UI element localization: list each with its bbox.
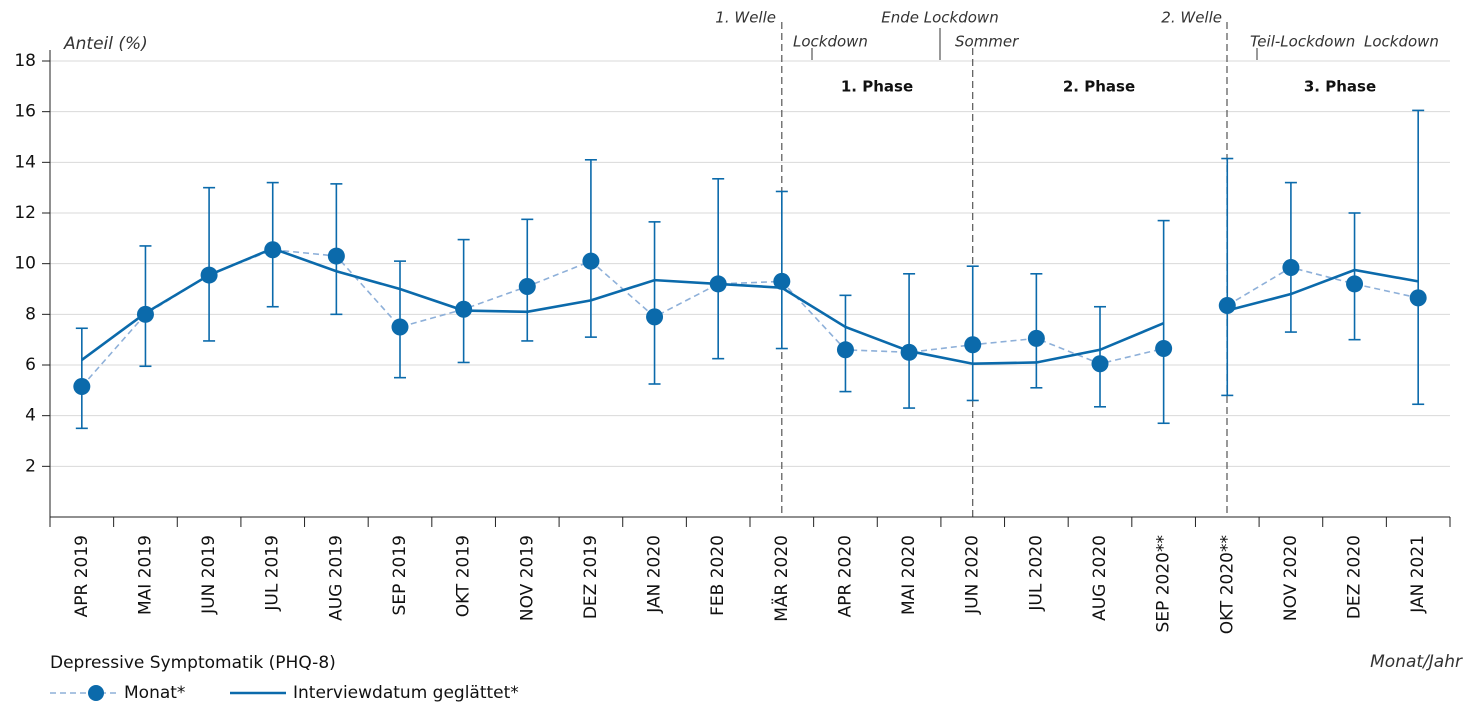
event-markers xyxy=(781,22,1258,517)
data-point xyxy=(1027,329,1045,347)
error-bar xyxy=(203,186,216,342)
phase-label: 1. Phase xyxy=(841,78,913,96)
error-bar xyxy=(1221,157,1234,397)
series-line xyxy=(81,247,1419,366)
series-line xyxy=(81,248,1419,388)
data-point xyxy=(455,300,473,318)
y-tick-label: 6 xyxy=(25,355,36,375)
data-point xyxy=(1091,355,1109,373)
data-point xyxy=(582,252,600,270)
data-point xyxy=(264,241,282,259)
error-bar xyxy=(648,221,661,385)
data-point xyxy=(518,277,536,295)
x-tick-label: DEZ 2019 xyxy=(581,535,601,619)
y-axis-label: Anteil (%) xyxy=(63,34,148,54)
error-bar xyxy=(966,265,979,402)
data-point xyxy=(900,343,918,361)
y-tick-label: 14 xyxy=(14,152,36,172)
data-point xyxy=(136,305,154,323)
annotation: Teil-Lockdown xyxy=(1250,33,1355,51)
annotation: Lockdown xyxy=(793,33,868,51)
y-tick-label: 10 xyxy=(14,254,36,274)
data-point xyxy=(964,336,982,354)
x-axis-label: Monat/Jahr xyxy=(1370,652,1463,672)
x-tick-label: SEP 2020** xyxy=(1154,535,1174,632)
x-tick-label: NOV 2020 xyxy=(1281,535,1301,621)
x-tick-label: JUL 2019 xyxy=(263,535,283,612)
data-point xyxy=(836,341,854,359)
x-tick-label: MÄR 2020 xyxy=(771,535,792,622)
error-bar xyxy=(1284,181,1297,333)
data-point xyxy=(1155,340,1173,358)
x-tick-label: OKT 2019 xyxy=(454,535,474,617)
x-tick-label: MAI 2019 xyxy=(135,535,155,615)
error-bar xyxy=(1157,219,1170,425)
y-tick-label: 16 xyxy=(14,102,36,122)
y-tick-label: 4 xyxy=(25,406,36,426)
x-tick-label: DEZ 2020 xyxy=(1345,535,1365,619)
data-point xyxy=(1218,296,1236,314)
y-tick-label: 8 xyxy=(25,304,36,324)
data-point xyxy=(646,308,664,326)
error-bar xyxy=(1412,109,1425,406)
error-bar xyxy=(584,159,597,338)
x-tick-label: APR 2020 xyxy=(835,535,855,617)
legend-label: Monat* xyxy=(124,683,185,703)
error-bar xyxy=(712,178,725,360)
data-point xyxy=(73,378,91,396)
y-tick-label: 12 xyxy=(14,203,36,223)
data-point xyxy=(1346,275,1364,293)
x-tick-label: FEB 2020 xyxy=(708,535,728,616)
x-tick-label: JUN 2020 xyxy=(963,535,983,615)
x-tick-label: NOV 2019 xyxy=(517,535,537,621)
annotation: Sommer xyxy=(955,33,1019,51)
y-tick-label: 18 xyxy=(14,51,36,71)
data-point xyxy=(709,275,727,293)
data-point xyxy=(391,318,409,336)
x-tick-label: JAN 2020 xyxy=(645,535,665,614)
legend-label: Interviewdatum geglättet* xyxy=(293,683,519,703)
annotation: Ende Lockdown xyxy=(881,9,998,27)
phase-label: 3. Phase xyxy=(1304,78,1376,96)
annotation: Lockdown xyxy=(1364,33,1439,51)
error-bar xyxy=(903,272,916,409)
x-tick-label: JAN 2021 xyxy=(1408,535,1428,614)
y-tick-label: 2 xyxy=(25,456,36,476)
x-tick-label: APR 2019 xyxy=(72,535,92,617)
x-tick-label: MAI 2020 xyxy=(899,535,919,615)
phase-label: 2. Phase xyxy=(1063,78,1135,96)
data-point xyxy=(773,272,791,290)
x-tick-label: AUG 2020 xyxy=(1090,535,1110,621)
x-tick-label: SEP 2019 xyxy=(390,535,410,615)
x-tick-label: JUL 2020 xyxy=(1026,535,1046,612)
data-point xyxy=(200,266,218,284)
annotation: 1. Welle xyxy=(715,9,776,27)
legend-marker xyxy=(88,685,104,701)
data-point xyxy=(327,247,345,265)
data-point xyxy=(1409,289,1427,307)
annotation: 2. Welle xyxy=(1161,9,1222,27)
x-tick-label: AUG 2019 xyxy=(326,535,346,621)
x-tick-label: JUN 2019 xyxy=(199,535,219,615)
legend-title: Depressive Symptomatik (PHQ-8) xyxy=(50,653,336,673)
x-tick-label: OKT 2020** xyxy=(1217,535,1237,634)
data-point xyxy=(1282,258,1300,276)
error-bar xyxy=(775,190,788,350)
